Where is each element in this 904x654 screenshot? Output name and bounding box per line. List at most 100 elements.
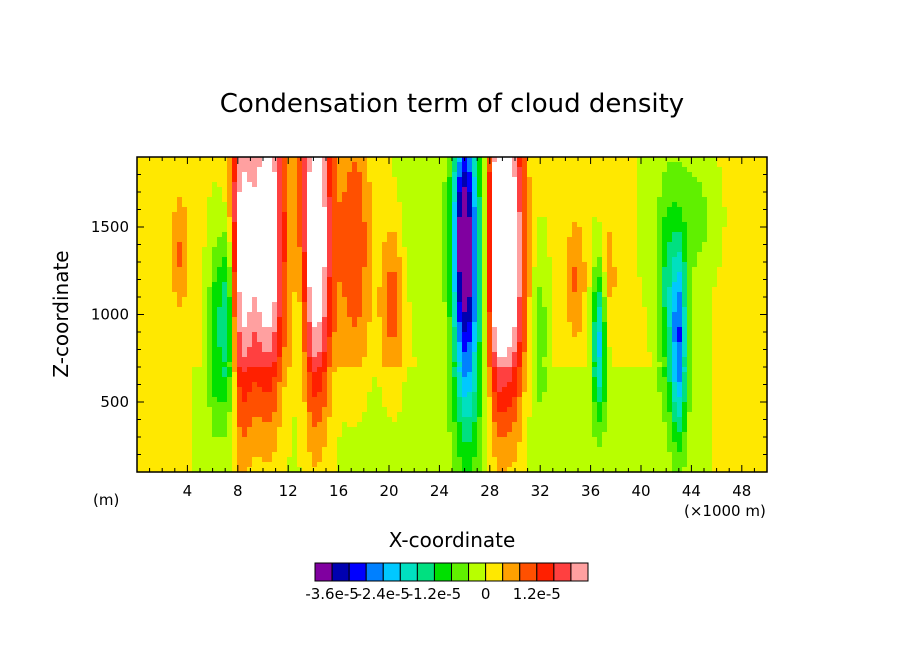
heatmap-cell bbox=[457, 317, 463, 323]
heatmap-cell bbox=[272, 227, 278, 233]
heatmap-cell bbox=[217, 172, 223, 178]
heatmap-cell bbox=[432, 387, 438, 393]
heatmap-cell bbox=[232, 322, 238, 328]
heatmap-cell bbox=[357, 352, 363, 358]
heatmap-cell bbox=[312, 362, 318, 368]
heatmap-cell bbox=[217, 242, 223, 248]
heatmap-cell bbox=[482, 432, 488, 438]
heatmap-cell bbox=[412, 377, 418, 383]
heatmap-cell bbox=[187, 447, 193, 453]
heatmap-cell bbox=[392, 412, 398, 418]
heatmap-cell bbox=[282, 172, 288, 178]
heatmap-cell bbox=[522, 197, 528, 203]
heatmap-cell bbox=[177, 432, 183, 438]
heatmap-cell bbox=[192, 447, 198, 453]
heatmap-cell bbox=[257, 282, 263, 288]
heatmap-cell bbox=[277, 257, 283, 263]
heatmap-cell bbox=[282, 157, 288, 163]
heatmap-cell bbox=[517, 387, 523, 393]
heatmap-cell bbox=[382, 292, 388, 298]
heatmap-cell bbox=[227, 247, 233, 253]
heatmap-cell bbox=[142, 257, 148, 263]
heatmap-cell bbox=[292, 242, 298, 248]
heatmap-cell bbox=[422, 417, 428, 423]
heatmap-cell bbox=[222, 317, 228, 323]
heatmap-cell bbox=[372, 387, 378, 393]
heatmap-cell bbox=[527, 312, 533, 318]
heatmap-cell bbox=[427, 367, 433, 373]
heatmap-cell bbox=[517, 247, 523, 253]
heatmap-cell bbox=[242, 177, 248, 183]
heatmap-cell bbox=[347, 192, 353, 198]
heatmap-cell bbox=[237, 392, 243, 398]
heatmap-cell bbox=[237, 242, 243, 248]
heatmap-cell bbox=[247, 347, 253, 353]
heatmap-cell bbox=[427, 177, 433, 183]
heatmap-cell bbox=[417, 177, 423, 183]
heatmap-cell bbox=[297, 417, 303, 423]
heatmap-cell bbox=[347, 227, 353, 233]
heatmap-cell bbox=[522, 372, 528, 378]
heatmap-cell bbox=[212, 437, 218, 443]
heatmap-cell bbox=[262, 202, 268, 208]
heatmap-cell bbox=[522, 467, 528, 473]
heatmap-cell bbox=[492, 432, 498, 438]
heatmap-cell bbox=[427, 267, 433, 273]
heatmap-cell bbox=[147, 177, 153, 183]
heatmap-cell bbox=[292, 397, 298, 403]
heatmap-cell bbox=[452, 162, 458, 168]
heatmap-cell bbox=[167, 262, 173, 268]
heatmap-cell bbox=[322, 257, 328, 263]
heatmap-cell bbox=[382, 287, 388, 293]
heatmap-cell bbox=[187, 282, 193, 288]
heatmap-cell bbox=[382, 342, 388, 348]
heatmap-cell bbox=[292, 412, 298, 418]
heatmap-cell bbox=[207, 242, 213, 248]
heatmap-cell bbox=[522, 417, 528, 423]
heatmap-cell bbox=[192, 287, 198, 293]
heatmap-cell bbox=[372, 282, 378, 288]
heatmap-cell bbox=[212, 397, 218, 403]
heatmap-cell bbox=[312, 372, 318, 378]
heatmap-cell bbox=[517, 462, 523, 468]
heatmap-cell bbox=[312, 252, 318, 258]
heatmap-cell bbox=[152, 357, 158, 363]
heatmap-cell bbox=[207, 412, 213, 418]
heatmap-cell bbox=[252, 267, 258, 273]
heatmap-cell bbox=[387, 222, 393, 228]
heatmap-cell bbox=[307, 432, 313, 438]
heatmap-cell bbox=[252, 432, 258, 438]
heatmap-cell bbox=[322, 302, 328, 308]
heatmap-cell bbox=[247, 397, 253, 403]
heatmap-cell bbox=[507, 162, 513, 168]
heatmap-cell bbox=[377, 252, 383, 258]
heatmap-cell bbox=[322, 317, 328, 323]
heatmap-cell bbox=[362, 182, 368, 188]
heatmap-cell bbox=[432, 202, 438, 208]
heatmap-cell bbox=[197, 397, 203, 403]
heatmap-cell bbox=[297, 442, 303, 448]
heatmap-cell bbox=[362, 347, 368, 353]
heatmap-cell bbox=[147, 442, 153, 448]
heatmap-cell bbox=[212, 242, 218, 248]
heatmap-cell bbox=[337, 447, 343, 453]
heatmap-cell bbox=[277, 322, 283, 328]
heatmap-cell bbox=[377, 302, 383, 308]
heatmap-cell bbox=[422, 432, 428, 438]
heatmap-cell bbox=[242, 462, 248, 468]
heatmap-cell bbox=[167, 257, 173, 263]
heatmap-cell bbox=[197, 402, 203, 408]
heatmap-cell bbox=[147, 197, 153, 203]
heatmap-cell bbox=[302, 417, 308, 423]
heatmap-cell bbox=[487, 222, 493, 228]
heatmap-cell bbox=[467, 217, 473, 223]
heatmap-cell bbox=[187, 232, 193, 238]
heatmap-cell bbox=[302, 222, 308, 228]
heatmap-cell bbox=[482, 237, 488, 243]
heatmap-cell bbox=[252, 407, 258, 413]
heatmap-cell bbox=[307, 312, 313, 318]
heatmap-cell bbox=[422, 157, 428, 163]
heatmap-cell bbox=[462, 357, 468, 363]
heatmap-cell bbox=[267, 182, 273, 188]
heatmap-cell bbox=[212, 157, 218, 163]
